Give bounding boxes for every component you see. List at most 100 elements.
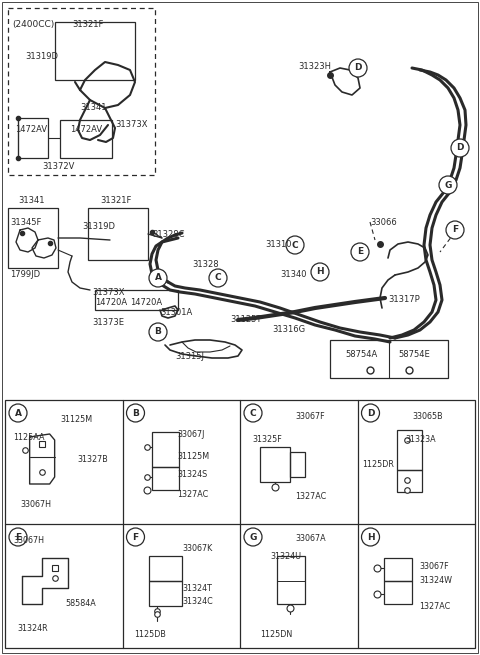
- Text: 1327AC: 1327AC: [178, 490, 209, 499]
- Text: F: F: [452, 225, 458, 234]
- Text: 31345F: 31345F: [10, 218, 41, 227]
- Text: 33067H: 33067H: [13, 536, 44, 545]
- Bar: [88, 208, 148, 260]
- Circle shape: [244, 404, 262, 422]
- Text: 58584A: 58584A: [65, 599, 96, 608]
- Text: E: E: [15, 533, 21, 542]
- Text: D: D: [354, 64, 362, 73]
- Text: 31341: 31341: [18, 196, 45, 205]
- Text: 31321F: 31321F: [72, 20, 103, 29]
- Circle shape: [349, 59, 367, 77]
- Text: F: F: [132, 533, 139, 542]
- Text: 31321F: 31321F: [100, 196, 132, 205]
- Text: 1799JD: 1799JD: [10, 270, 40, 279]
- Text: 33067F: 33067F: [295, 412, 324, 421]
- Text: 1327AC: 1327AC: [295, 492, 326, 501]
- Text: 31325F: 31325F: [252, 435, 282, 444]
- Text: 31319D: 31319D: [82, 222, 115, 231]
- Bar: [18, 118, 48, 158]
- Circle shape: [127, 528, 144, 546]
- Bar: [289, 452, 305, 477]
- Bar: [397, 470, 422, 492]
- Circle shape: [361, 528, 380, 546]
- Circle shape: [311, 263, 329, 281]
- Text: H: H: [316, 267, 324, 276]
- Text: 31327B: 31327B: [77, 455, 108, 464]
- Text: H: H: [367, 533, 374, 542]
- Circle shape: [286, 236, 304, 254]
- Text: 33065B: 33065B: [412, 412, 443, 421]
- Circle shape: [244, 528, 262, 546]
- Text: 33067J: 33067J: [178, 430, 205, 439]
- Text: 31315J: 31315J: [175, 352, 204, 361]
- Text: 31323A: 31323A: [406, 435, 436, 444]
- Text: G: G: [249, 533, 257, 542]
- Text: 31310: 31310: [265, 240, 291, 249]
- Circle shape: [351, 243, 369, 261]
- Text: 31125T: 31125T: [230, 315, 262, 324]
- Text: 31373X: 31373X: [115, 120, 147, 129]
- Circle shape: [127, 404, 144, 422]
- Bar: [330, 340, 448, 378]
- Text: C: C: [292, 240, 298, 250]
- Text: 31323H: 31323H: [298, 62, 331, 71]
- Bar: [149, 556, 182, 581]
- Text: 33067H: 33067H: [20, 500, 51, 509]
- Text: 1125DN: 1125DN: [260, 630, 292, 639]
- Text: 31125M: 31125M: [178, 452, 210, 461]
- Bar: [95, 290, 178, 310]
- Text: 33067K: 33067K: [182, 544, 213, 553]
- Bar: [8, 8, 155, 175]
- Bar: [260, 447, 289, 482]
- Text: (2400CC): (2400CC): [12, 20, 54, 29]
- Text: 58754E: 58754E: [398, 350, 430, 359]
- Text: 1327AC: 1327AC: [420, 602, 451, 611]
- Text: 31324U: 31324U: [270, 552, 301, 561]
- Circle shape: [209, 269, 227, 287]
- Text: 31324W: 31324W: [420, 576, 453, 585]
- Text: 31328C: 31328C: [152, 230, 184, 239]
- Bar: [152, 432, 179, 467]
- Bar: [384, 558, 412, 581]
- Text: 31341: 31341: [80, 103, 107, 112]
- Text: 31328: 31328: [192, 260, 218, 269]
- Text: 31301A: 31301A: [160, 308, 192, 317]
- Circle shape: [9, 404, 27, 422]
- Bar: [55, 22, 135, 80]
- Bar: [5, 400, 475, 648]
- Text: C: C: [215, 274, 221, 282]
- Text: D: D: [367, 409, 374, 417]
- Circle shape: [451, 139, 469, 157]
- Text: 31324R: 31324R: [17, 624, 48, 633]
- Circle shape: [361, 404, 380, 422]
- Text: 1125AA: 1125AA: [13, 433, 45, 442]
- Text: 31324T: 31324T: [182, 584, 212, 593]
- Bar: [384, 581, 412, 604]
- Bar: [8, 208, 58, 268]
- Text: D: D: [456, 143, 464, 153]
- Text: B: B: [132, 409, 139, 417]
- Text: 31317P: 31317P: [388, 295, 420, 304]
- Text: 58754A: 58754A: [345, 350, 377, 359]
- Text: A: A: [155, 274, 161, 282]
- Text: 31373X: 31373X: [92, 288, 124, 297]
- Bar: [152, 467, 179, 490]
- Text: 14720A: 14720A: [130, 298, 162, 307]
- Text: B: B: [155, 328, 161, 337]
- Bar: [60, 120, 112, 158]
- Text: 31125M: 31125M: [60, 415, 92, 424]
- Text: 31324S: 31324S: [178, 470, 208, 479]
- Text: 31316G: 31316G: [272, 325, 305, 334]
- Text: 1125DR: 1125DR: [362, 460, 395, 469]
- Text: 31340: 31340: [280, 270, 307, 279]
- Text: 33067F: 33067F: [420, 562, 449, 571]
- Bar: [149, 581, 182, 606]
- Text: 31372V: 31372V: [42, 162, 74, 171]
- Text: C: C: [250, 409, 256, 417]
- Circle shape: [9, 528, 27, 546]
- Text: 31324C: 31324C: [182, 597, 213, 606]
- Text: 33067A: 33067A: [295, 534, 325, 543]
- Circle shape: [439, 176, 457, 194]
- Text: 1472AV: 1472AV: [15, 125, 47, 134]
- Text: 1472AV: 1472AV: [70, 125, 102, 134]
